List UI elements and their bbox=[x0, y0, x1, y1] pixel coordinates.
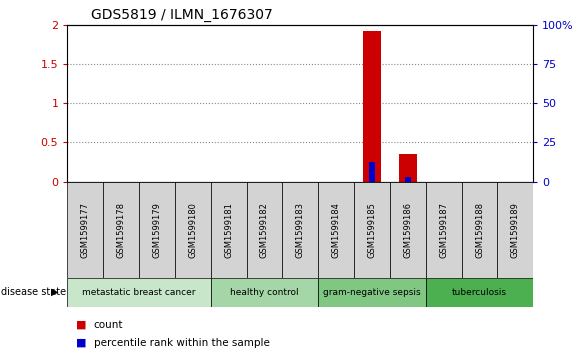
Bar bbox=[103, 182, 139, 278]
Bar bbox=[498, 182, 533, 278]
Bar bbox=[139, 182, 175, 278]
Text: GDS5819 / ILMN_1676307: GDS5819 / ILMN_1676307 bbox=[91, 8, 272, 22]
Bar bbox=[175, 182, 211, 278]
Bar bbox=[318, 278, 426, 307]
Text: GSM1599182: GSM1599182 bbox=[260, 202, 269, 257]
Bar bbox=[211, 182, 247, 278]
Text: GSM1599188: GSM1599188 bbox=[475, 201, 484, 258]
Text: GSM1599186: GSM1599186 bbox=[403, 201, 413, 258]
Text: GSM1599185: GSM1599185 bbox=[367, 202, 376, 257]
Bar bbox=[369, 162, 375, 182]
Bar bbox=[354, 182, 390, 278]
Bar bbox=[399, 154, 417, 182]
Text: GSM1599178: GSM1599178 bbox=[117, 201, 125, 258]
Bar bbox=[67, 182, 103, 278]
Text: ■: ■ bbox=[76, 338, 87, 348]
Text: ▶: ▶ bbox=[52, 287, 59, 297]
Bar bbox=[426, 278, 533, 307]
Bar bbox=[247, 182, 282, 278]
Text: gram-negative sepsis: gram-negative sepsis bbox=[323, 288, 421, 297]
Text: GSM1599184: GSM1599184 bbox=[332, 202, 340, 257]
Text: GSM1599187: GSM1599187 bbox=[439, 201, 448, 258]
Text: GSM1599183: GSM1599183 bbox=[296, 201, 305, 258]
Text: GSM1599189: GSM1599189 bbox=[511, 202, 520, 257]
Bar bbox=[318, 182, 354, 278]
Text: GSM1599180: GSM1599180 bbox=[188, 202, 197, 257]
Bar bbox=[211, 278, 318, 307]
Text: GSM1599181: GSM1599181 bbox=[224, 202, 233, 257]
Text: percentile rank within the sample: percentile rank within the sample bbox=[94, 338, 270, 348]
Bar bbox=[462, 182, 498, 278]
Text: disease state: disease state bbox=[1, 287, 66, 297]
Bar bbox=[404, 177, 411, 182]
Text: GSM1599177: GSM1599177 bbox=[81, 201, 90, 258]
Bar bbox=[282, 182, 318, 278]
Bar bbox=[426, 182, 462, 278]
Bar bbox=[363, 31, 381, 182]
Text: GSM1599179: GSM1599179 bbox=[152, 202, 162, 257]
Bar bbox=[390, 182, 426, 278]
Bar bbox=[67, 278, 211, 307]
Text: ■: ■ bbox=[76, 320, 87, 330]
Text: metastatic breast cancer: metastatic breast cancer bbox=[82, 288, 196, 297]
Text: tuberculosis: tuberculosis bbox=[452, 288, 507, 297]
Text: count: count bbox=[94, 320, 123, 330]
Text: healthy control: healthy control bbox=[230, 288, 299, 297]
